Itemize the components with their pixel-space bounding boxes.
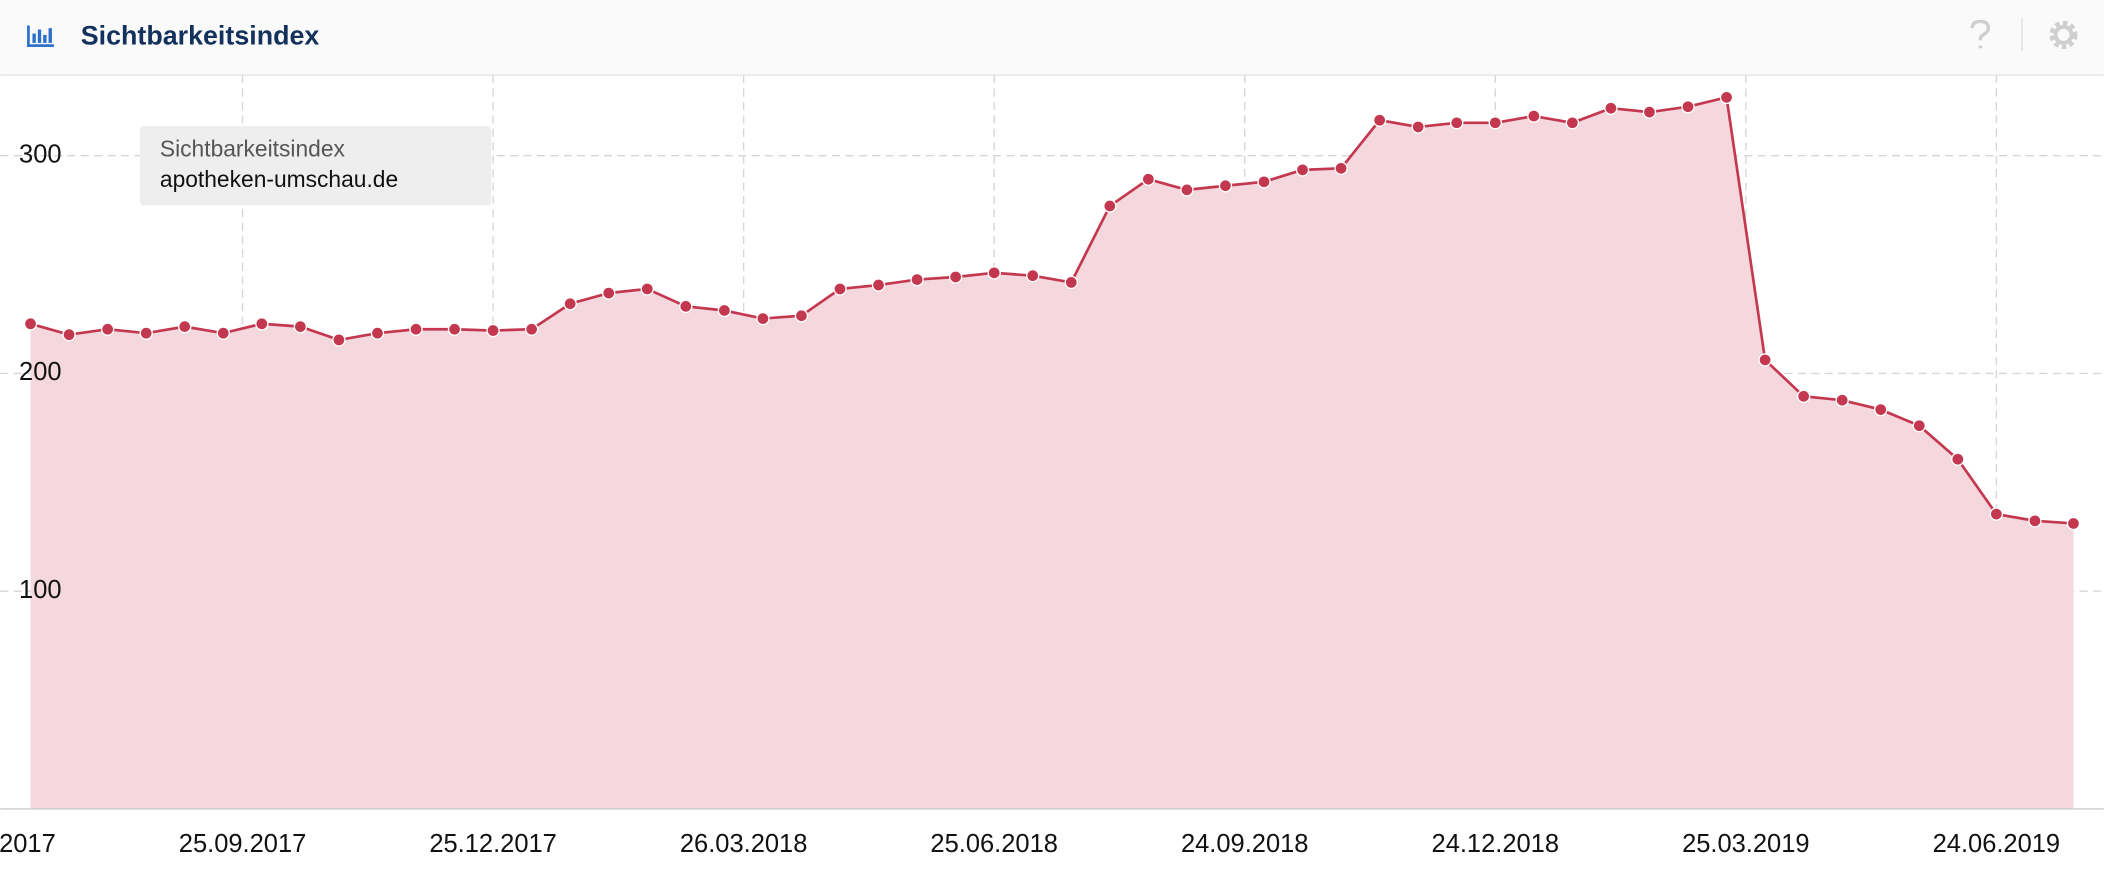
data-point: [1835, 393, 1849, 407]
legend: Sichtbarkeitsindex apotheken-umschau.de: [139, 126, 492, 206]
data-point: [1218, 179, 1233, 193]
data-point: [139, 326, 153, 340]
x-tick-label: 26.03.2018: [680, 830, 807, 858]
data-point: [1874, 402, 1888, 417]
x-tick-label: 25.09.2017: [179, 830, 306, 858]
data-point: [1488, 116, 1502, 130]
data-point: [602, 286, 616, 300]
panel-title: Sichtbarkeitsindex: [81, 21, 320, 51]
data-point: [563, 297, 577, 311]
data-point: [1257, 175, 1271, 189]
data-point: [1103, 199, 1117, 213]
data-point: [1334, 161, 1348, 176]
plot-area: 100 200 300 26.06.2017 25.09.2017 25.12.2017 2…: [0, 75, 2104, 858]
data-point: [1989, 507, 2004, 521]
data-point: [332, 333, 346, 347]
data-point: [1604, 101, 1618, 115]
data-point: [100, 322, 115, 336]
data-point: [1064, 275, 1078, 290]
y-tick-label: 100: [19, 576, 62, 604]
data-point: [794, 309, 809, 323]
data-point: [524, 322, 539, 336]
data-point: [1527, 109, 1541, 123]
data-point: [1565, 116, 1580, 130]
data-point: [717, 303, 732, 318]
legend-box: [139, 126, 492, 206]
data-point: [1796, 389, 1811, 404]
x-tick-label: 25.06.2018: [930, 830, 1057, 858]
data-point: [1372, 113, 1387, 127]
data-point: [178, 319, 192, 334]
data-point: [1912, 418, 1926, 433]
data-point: [1295, 163, 1310, 177]
data-point: [447, 322, 462, 336]
data-point: [1180, 183, 1194, 197]
data-point: [640, 282, 654, 296]
x-tick-label: 25.12.2017: [429, 830, 556, 858]
data-point: [987, 266, 1001, 280]
y-tick-label: 300: [19, 140, 62, 168]
data-point: [1411, 120, 1425, 134]
data-point: [1951, 452, 1965, 466]
data-point: [62, 327, 76, 342]
legend-title: Sichtbarkeitsindex: [160, 135, 346, 161]
data-point: [255, 317, 269, 331]
area: [30, 97, 2074, 809]
x-tick-label: 26.06.2017: [0, 830, 56, 858]
data-point: [1450, 116, 1464, 130]
chart-icon: [27, 25, 54, 47]
data-point: [216, 326, 230, 340]
header: [0, 0, 2104, 76]
data-point: [948, 270, 963, 284]
data-point: [1026, 268, 1040, 283]
data-point: [2028, 514, 2042, 528]
x-tick-label: 24.12.2018: [1432, 830, 1559, 858]
data-point: [1642, 105, 1657, 119]
help-icon[interactable]: [1970, 19, 1991, 49]
settings-icon[interactable]: [2049, 20, 2078, 49]
x-tick-label: 25.03.2019: [1682, 830, 1809, 858]
data-point: [1681, 99, 1695, 114]
y-tick-label: 200: [19, 358, 62, 386]
data-point: [1758, 353, 1772, 367]
data-point: [2066, 516, 2081, 531]
data-point: [23, 317, 38, 331]
x-tick-label: 24.06.2019: [1933, 830, 2060, 858]
data-point: [370, 326, 385, 340]
data-point: [833, 282, 847, 296]
data-point: [871, 278, 886, 292]
data-point: [679, 299, 693, 314]
data-point: [409, 322, 423, 336]
data-point: [293, 319, 308, 334]
data-point: [1719, 90, 1734, 105]
data-point: [486, 323, 500, 338]
x-tick-label: 24.09.2018: [1181, 830, 1308, 858]
data-point: [1141, 172, 1156, 186]
data-point: [910, 272, 924, 287]
data-point: [756, 311, 770, 326]
legend-entry: apotheken-umschau.de: [160, 166, 398, 192]
